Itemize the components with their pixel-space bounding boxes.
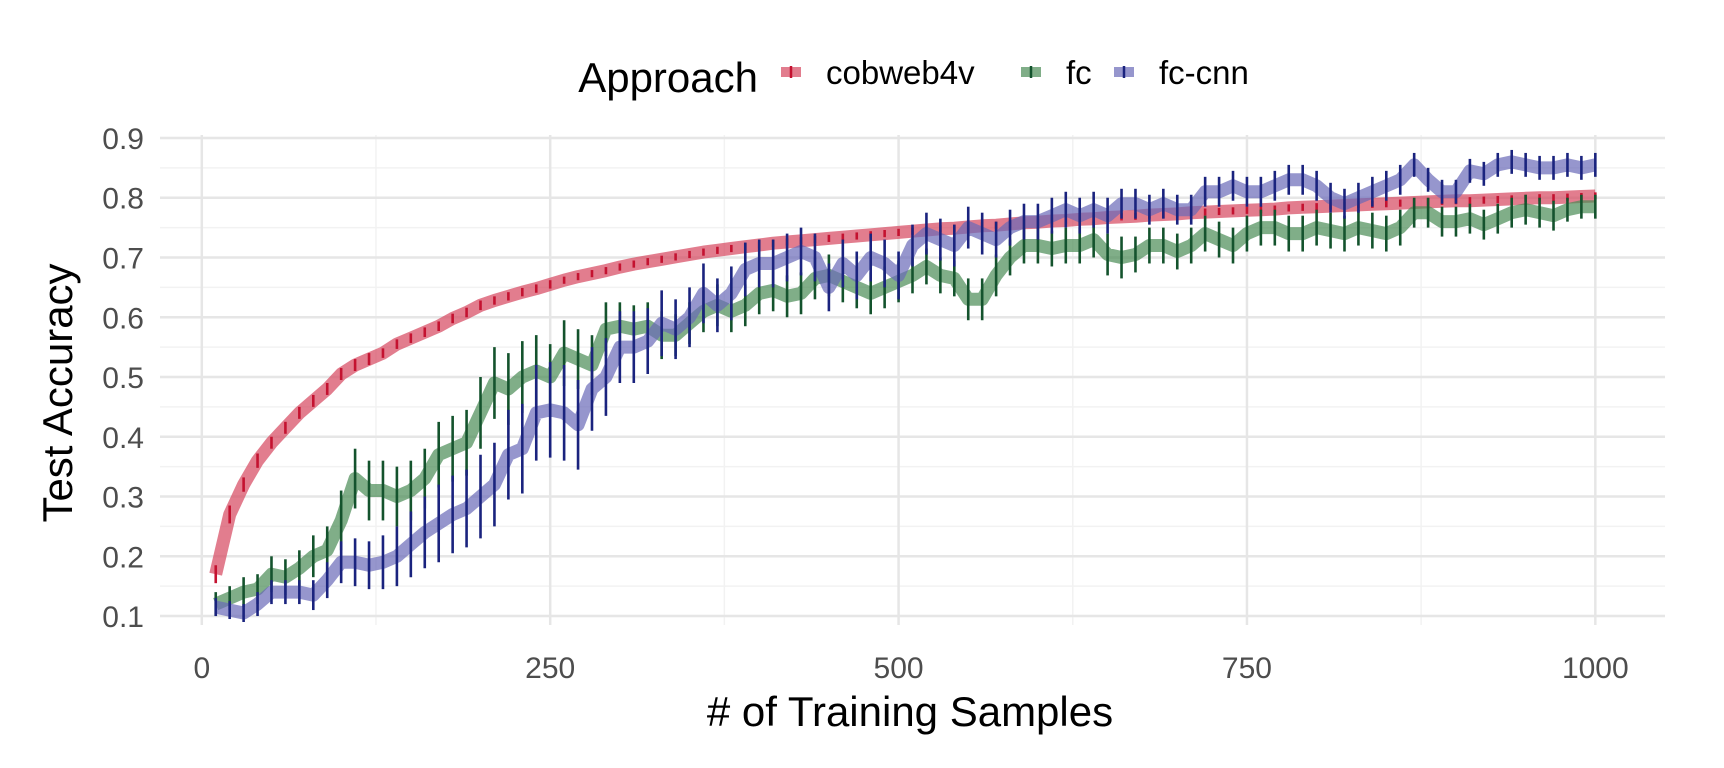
legend-title: Approach [578,54,758,101]
grid [160,135,1665,625]
y-tick-label: 0.7 [102,243,144,276]
series-line-fc [213,200,1596,611]
series-line-cobweb4v [209,189,1596,576]
y-tick-label: 0.4 [102,422,144,455]
y-tick-label: 0.3 [102,482,144,515]
x-tick-label: 0 [193,652,210,685]
x-tick-label: 750 [1222,652,1272,685]
x-axis: 0 250 500 750 1000 [193,652,1628,685]
x-tick-label: 1000 [1562,652,1629,685]
legend-label-fc: fc [1066,54,1092,91]
y-tick-label: 0.2 [102,541,144,574]
y-tick-label: 0.1 [102,601,144,634]
y-tick-label: 0.8 [102,183,144,216]
x-tick-label: 500 [874,652,924,685]
y-tick-label: 0.9 [102,123,144,156]
x-tick-label: 250 [525,652,575,685]
series-lines [209,149,1597,623]
y-tick-label: 0.6 [102,302,144,335]
series-fc-cnn [214,149,1597,623]
y-axis-title: Test Accuracy [34,263,81,522]
legend-label-cobweb4v: cobweb4v [826,54,975,91]
y-tick-label: 0.5 [102,362,144,395]
y-axis: 0.1 0.2 0.3 0.4 0.5 0.6 0.7 0.8 0.9 [102,123,144,634]
x-axis-title: # of Training Samples [707,688,1113,735]
legend-label-fc-cnn: fc-cnn [1159,54,1249,91]
series-line-fc-cnn [214,155,1597,620]
legend: Approach cobweb4v fc fc-cnn [578,54,1249,101]
